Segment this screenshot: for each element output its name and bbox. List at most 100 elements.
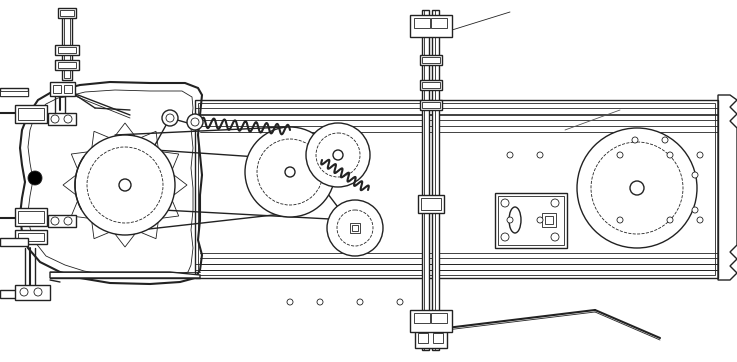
Bar — [410, 15, 452, 37]
Circle shape — [551, 199, 559, 207]
Circle shape — [191, 118, 199, 126]
Polygon shape — [115, 234, 135, 247]
Bar — [58, 47, 76, 53]
Circle shape — [166, 114, 174, 122]
Bar — [420, 55, 442, 65]
Circle shape — [662, 137, 668, 143]
Circle shape — [245, 127, 335, 217]
Bar — [55, 45, 79, 55]
Bar — [64, 12, 70, 78]
Bar — [415, 330, 447, 348]
Bar — [55, 60, 79, 70]
Circle shape — [187, 114, 203, 130]
Bar — [542, 213, 556, 227]
Polygon shape — [141, 131, 158, 148]
Bar — [498, 196, 564, 245]
Circle shape — [501, 199, 509, 207]
Bar — [421, 198, 441, 210]
Circle shape — [692, 207, 698, 213]
Bar — [433, 333, 443, 343]
Circle shape — [34, 288, 42, 296]
Bar — [0, 290, 28, 298]
Circle shape — [617, 217, 623, 223]
Circle shape — [357, 299, 363, 305]
Circle shape — [697, 152, 703, 158]
Bar — [420, 100, 442, 110]
Bar — [50, 82, 75, 96]
Bar — [15, 285, 50, 300]
Bar — [352, 225, 358, 231]
Bar — [431, 313, 447, 323]
Bar — [422, 57, 440, 63]
Bar — [18, 211, 44, 223]
Circle shape — [630, 181, 644, 195]
Polygon shape — [50, 272, 200, 278]
Circle shape — [667, 217, 673, 223]
Circle shape — [692, 172, 698, 178]
Circle shape — [333, 150, 343, 160]
Bar — [410, 310, 452, 332]
Bar — [18, 108, 44, 120]
Bar — [422, 102, 440, 108]
Bar — [414, 313, 430, 323]
Circle shape — [537, 217, 543, 223]
Circle shape — [537, 152, 543, 158]
Bar — [48, 215, 76, 227]
Polygon shape — [174, 175, 187, 195]
Bar — [48, 113, 76, 125]
Bar — [422, 10, 429, 350]
Bar — [422, 82, 440, 88]
Bar — [64, 85, 72, 93]
Circle shape — [397, 299, 403, 305]
Bar — [495, 193, 567, 248]
Circle shape — [617, 152, 623, 158]
Bar — [431, 18, 447, 28]
Circle shape — [507, 217, 513, 223]
Bar — [418, 195, 444, 213]
Circle shape — [551, 233, 559, 241]
Polygon shape — [115, 123, 135, 136]
Circle shape — [64, 115, 72, 123]
Bar — [195, 100, 718, 278]
Circle shape — [667, 152, 673, 158]
Bar — [418, 333, 428, 343]
Polygon shape — [63, 175, 76, 195]
Bar — [0, 91, 28, 96]
Circle shape — [577, 128, 697, 248]
Bar — [545, 216, 553, 224]
Polygon shape — [92, 131, 109, 148]
Bar — [0, 88, 28, 96]
Bar — [15, 105, 47, 123]
Circle shape — [632, 137, 638, 143]
Circle shape — [285, 167, 295, 177]
Bar — [432, 10, 439, 350]
Circle shape — [51, 217, 59, 225]
Circle shape — [501, 233, 509, 241]
Circle shape — [20, 288, 28, 296]
Bar — [53, 85, 61, 93]
Bar — [350, 223, 360, 233]
Circle shape — [317, 299, 323, 305]
Circle shape — [28, 171, 42, 185]
Bar — [420, 80, 442, 90]
Bar — [15, 230, 47, 244]
Circle shape — [119, 179, 131, 191]
Bar — [0, 238, 28, 246]
Circle shape — [162, 110, 178, 126]
Bar — [414, 18, 430, 28]
Circle shape — [507, 152, 513, 158]
Polygon shape — [162, 201, 178, 218]
Bar — [18, 233, 44, 241]
Polygon shape — [92, 223, 109, 239]
Circle shape — [327, 200, 383, 256]
Polygon shape — [71, 152, 88, 169]
Bar — [58, 8, 76, 18]
Circle shape — [306, 123, 370, 187]
Circle shape — [51, 115, 59, 123]
Bar — [58, 62, 76, 68]
Polygon shape — [71, 201, 88, 218]
Polygon shape — [141, 223, 158, 239]
Ellipse shape — [509, 207, 521, 233]
Bar — [60, 10, 74, 16]
Bar — [15, 208, 47, 226]
